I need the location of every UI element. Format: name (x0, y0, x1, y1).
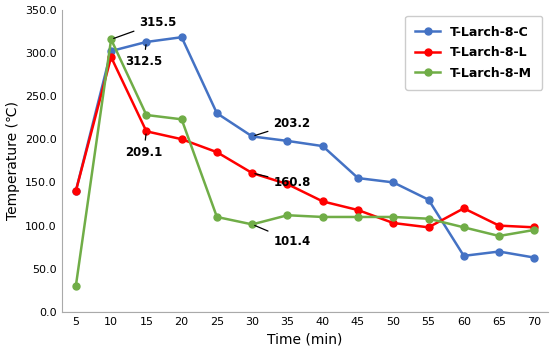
T-Larch-8-M (355, 215, 361, 219)
Text: 160.8: 160.8 (255, 174, 311, 189)
T-Larch-8-C (73, 189, 79, 193)
T-Larch-8-C (355, 176, 361, 180)
T-Larch-8-M (460, 225, 467, 230)
T-Larch-8-L (178, 137, 185, 141)
Text: 312.5: 312.5 (125, 45, 162, 68)
T-Larch-8-C (214, 111, 220, 115)
T-Larch-8-M (143, 113, 150, 117)
Legend: T-Larch-8-C, T-Larch-8-L, T-Larch-8-M: T-Larch-8-C, T-Larch-8-L, T-Larch-8-M (405, 16, 542, 90)
T-Larch-8-C (284, 139, 291, 143)
Text: 315.5: 315.5 (114, 16, 177, 38)
T-Larch-8-M (320, 215, 326, 219)
T-Larch-8-M (178, 117, 185, 121)
T-Larch-8-C (496, 250, 502, 254)
T-Larch-8-M (531, 228, 538, 232)
Text: 101.4: 101.4 (255, 226, 311, 248)
T-Larch-8-C (425, 197, 432, 202)
T-Larch-8-M (390, 215, 397, 219)
T-Larch-8-L (496, 224, 502, 228)
T-Larch-8-L (355, 208, 361, 212)
T-Larch-8-L (390, 221, 397, 225)
T-Larch-8-M (249, 222, 255, 226)
T-Larch-8-M (496, 234, 502, 238)
T-Larch-8-L (284, 182, 291, 186)
T-Larch-8-C (460, 254, 467, 258)
T-Larch-8-C (320, 144, 326, 148)
T-Larch-8-L (249, 171, 255, 175)
T-Larch-8-C (143, 40, 150, 44)
T-Larch-8-L (108, 55, 115, 59)
T-Larch-8-C (390, 180, 397, 184)
T-Larch-8-L (143, 129, 150, 133)
T-Larch-8-C (531, 256, 538, 260)
T-Larch-8-C (249, 134, 255, 139)
T-Larch-8-M (73, 284, 79, 288)
Text: 209.1: 209.1 (125, 134, 162, 159)
T-Larch-8-L (214, 150, 220, 154)
Line: T-Larch-8-L: T-Larch-8-L (73, 54, 538, 231)
T-Larch-8-C (108, 49, 115, 53)
X-axis label: Time (min): Time (min) (268, 332, 343, 346)
T-Larch-8-M (108, 37, 115, 42)
T-Larch-8-L (531, 225, 538, 230)
T-Larch-8-M (284, 213, 291, 217)
Line: T-Larch-8-C: T-Larch-8-C (73, 34, 538, 261)
T-Larch-8-M (214, 215, 220, 219)
T-Larch-8-L (460, 206, 467, 210)
T-Larch-8-L (320, 199, 326, 203)
T-Larch-8-C (178, 35, 185, 39)
Text: 203.2: 203.2 (255, 117, 310, 136)
T-Larch-8-L (425, 225, 432, 230)
Line: T-Larch-8-M: T-Larch-8-M (73, 36, 538, 290)
T-Larch-8-L (73, 189, 79, 193)
T-Larch-8-M (425, 216, 432, 221)
Y-axis label: Temperature (℃): Temperature (℃) (6, 101, 19, 220)
